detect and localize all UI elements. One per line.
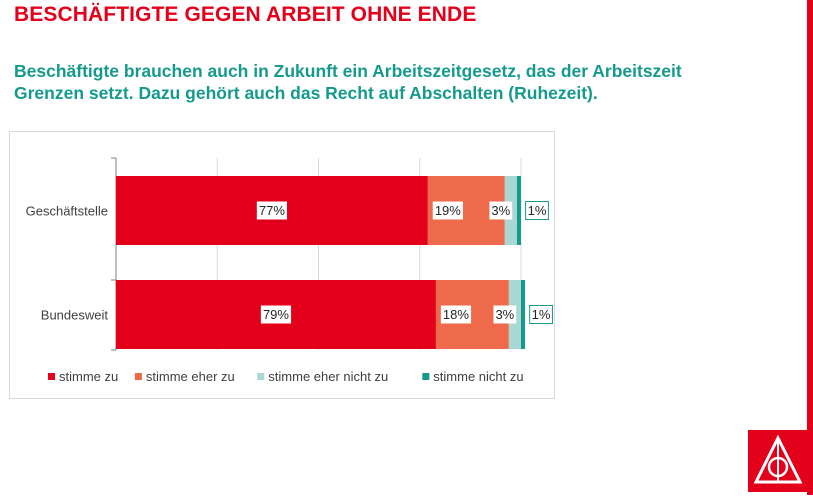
legend-swatch <box>48 373 55 380</box>
igm-logo <box>748 430 808 492</box>
data-labels: 77% 19% 3% 1% 79% 18% 3% 1% <box>256 201 553 324</box>
data-label: 1% <box>532 307 551 322</box>
data-label: 19% <box>435 203 461 218</box>
data-label-box <box>432 201 463 220</box>
category-label: Bundesweit <box>41 308 109 323</box>
data-label: 3% <box>495 307 514 322</box>
legend-swatch <box>134 373 142 380</box>
data-label-box <box>529 305 553 324</box>
stacked-bar-chart: Geschäftstelle Bundesweit 77% 19% 3% 1% 79% 18… <box>9 131 555 399</box>
legend: stimme zu stimme eher zu stimme eher nicht… <box>48 369 524 384</box>
chart-canvas: Geschäftstelle Bundesweit 77% 19% 3% 1% 79% 18… <box>26 157 553 384</box>
bar-segment <box>521 280 526 349</box>
bar-segment <box>516 176 521 245</box>
igm-logo-icon <box>753 434 803 484</box>
data-label: 77% <box>259 203 285 218</box>
data-label-box <box>256 201 288 220</box>
data-label: 1% <box>528 203 547 218</box>
data-label: 18% <box>443 307 469 322</box>
data-label-box <box>493 305 517 324</box>
data-label-box <box>440 305 472 324</box>
legend-label: stimme eher nicht zu <box>268 369 388 384</box>
legend-label: stimme zu <box>59 369 118 384</box>
brand-edge-bar <box>807 0 813 495</box>
legend-swatch <box>422 373 430 380</box>
data-label-box <box>525 201 549 220</box>
category-axis: Geschäftstelle Bundesweit <box>26 157 117 351</box>
data-label: 79% <box>263 307 289 322</box>
legend-swatch <box>257 373 265 380</box>
chart-subtitle: Beschäftigte brauchen auch in Zukunft ei… <box>14 61 682 103</box>
data-label-box <box>260 305 292 324</box>
data-label-box <box>489 201 513 220</box>
legend-label: stimme eher zu <box>146 369 235 384</box>
page-title: BESCHÄFTIGTE GEGEN ARBEIT OHNE ENDE <box>14 3 477 26</box>
category-label: Geschäftstelle <box>26 204 108 219</box>
legend-label: stimme nicht zu <box>433 369 523 384</box>
data-label: 3% <box>491 203 510 218</box>
